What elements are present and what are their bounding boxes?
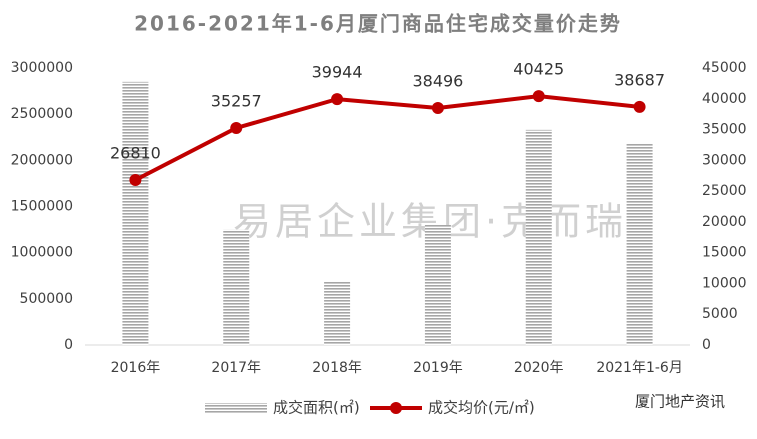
chart-title: 2016-2021年1-6月厦门商品住宅成交量价走势: [134, 12, 622, 36]
y2-tick-label: 20000: [702, 214, 747, 230]
marker: [431, 102, 444, 115]
y2-tick-label: 45000: [702, 60, 747, 76]
bar: [223, 229, 250, 345]
bar: [122, 81, 149, 345]
bar: [626, 143, 653, 345]
y2-tick-label: 15000: [702, 245, 747, 261]
x-tick-label: 2018年: [312, 360, 362, 376]
y-tick-label: 2000000: [11, 152, 73, 168]
legend-label: 成交均价(元/㎡): [428, 399, 535, 417]
bar: [324, 281, 351, 345]
y-tick-label: 1000000: [11, 245, 73, 261]
x-tick-label: 2020年: [514, 360, 564, 376]
marker: [633, 100, 646, 113]
legend-label: 成交面积(㎡): [273, 399, 360, 417]
marker: [331, 93, 344, 106]
data-label: 26810: [110, 143, 161, 162]
marker: [129, 173, 142, 186]
y2-tick-label: 10000: [702, 275, 747, 291]
y-tick-label: 2500000: [11, 106, 73, 122]
data-label: 38496: [412, 72, 463, 91]
y-tick-label: 1500000: [11, 199, 73, 215]
y2-tick-label: 30000: [702, 152, 747, 168]
data-label: 40425: [513, 60, 564, 79]
data-label: 35257: [211, 91, 262, 110]
bar: [424, 224, 451, 345]
y-tick-label: 500000: [20, 291, 73, 307]
y2-tick-label: 0: [702, 337, 711, 353]
legend-swatch: [390, 402, 402, 414]
line: [134, 94, 640, 182]
data-label: 38687: [614, 70, 665, 89]
y-tick-label: 3000000: [11, 60, 73, 76]
y2-tick-label: 35000: [702, 122, 747, 138]
legend-swatch: [205, 403, 267, 413]
marker: [230, 121, 243, 134]
x-tick-label: 2017年: [211, 360, 261, 376]
x-tick-label: 2021年1-6月: [596, 360, 683, 376]
data-label: 39944: [312, 63, 363, 82]
y2-tick-label: 25000: [702, 183, 747, 199]
y2-tick-label: 40000: [702, 91, 747, 107]
y-tick-label: 0: [64, 337, 73, 353]
bar: [525, 129, 552, 345]
credit: 厦门地产资讯: [635, 393, 725, 411]
x-tick-label: 2016年: [111, 360, 161, 376]
x-tick-label: 2019年: [413, 360, 463, 376]
y2-tick-label: 5000: [702, 306, 738, 322]
marker: [532, 90, 545, 103]
